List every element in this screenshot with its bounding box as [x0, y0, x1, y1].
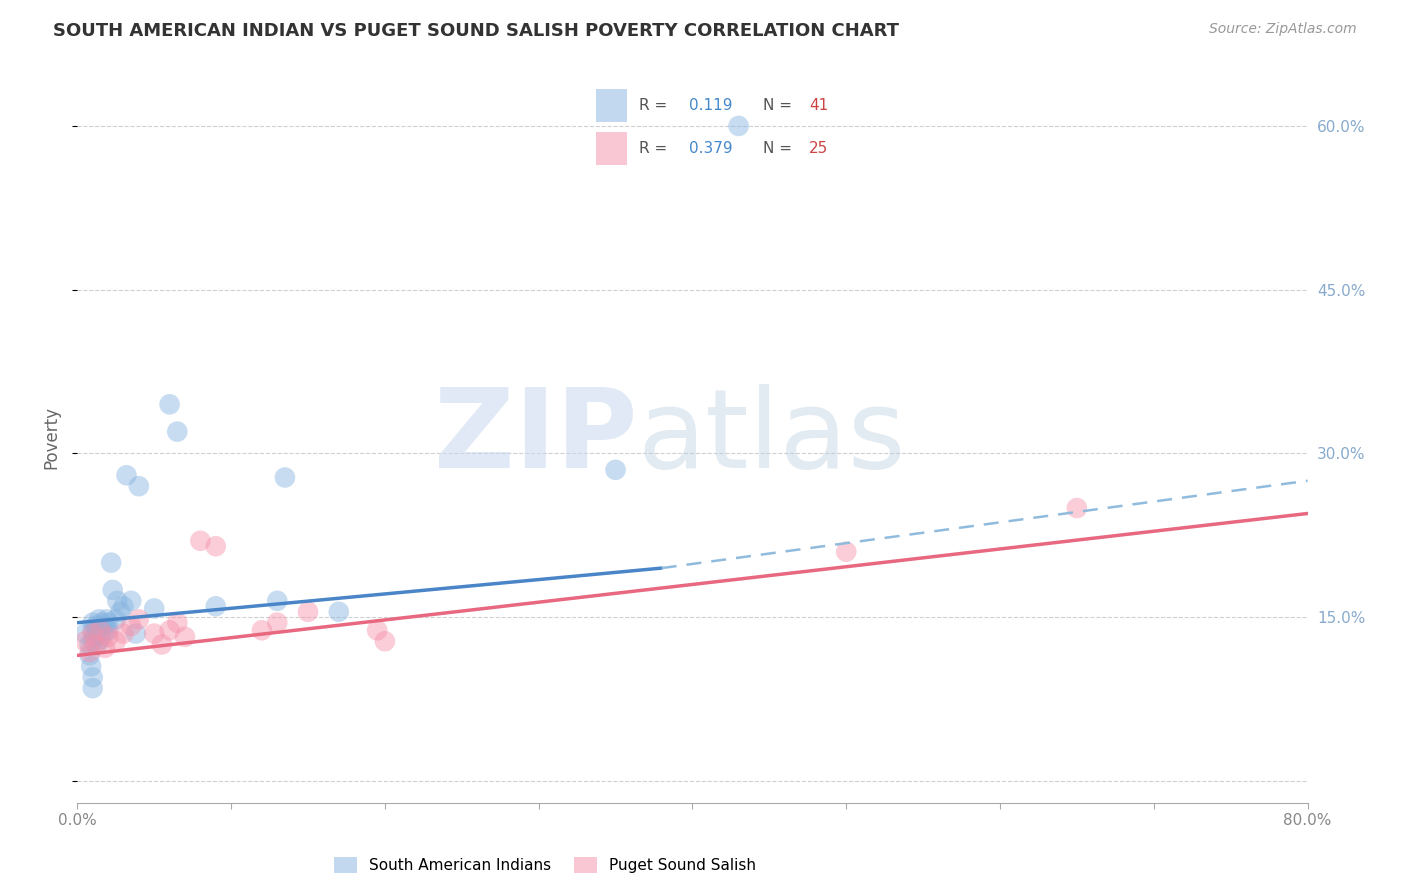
- Point: [89, 624, 111, 638]
- Point: [89, 619, 111, 633]
- Point: [274, 470, 297, 484]
- Point: [97, 624, 120, 638]
- Text: R =: R =: [640, 98, 672, 113]
- Point: [166, 615, 188, 630]
- Point: [84, 638, 107, 652]
- Point: [82, 615, 104, 630]
- Point: [112, 599, 135, 614]
- Point: [150, 638, 173, 652]
- Point: [84, 619, 107, 633]
- Point: [159, 624, 181, 638]
- Point: [128, 479, 150, 493]
- Point: [110, 605, 132, 619]
- Point: [96, 612, 118, 626]
- Text: Source: ZipAtlas.com: Source: ZipAtlas.com: [1209, 22, 1357, 37]
- Point: [112, 626, 135, 640]
- Point: [120, 619, 142, 633]
- Text: atlas: atlas: [637, 384, 905, 491]
- Point: [86, 624, 108, 638]
- Point: [104, 634, 127, 648]
- Text: 0.119: 0.119: [689, 98, 733, 113]
- Point: [100, 556, 122, 570]
- Point: [82, 626, 104, 640]
- Point: [1066, 501, 1088, 516]
- Point: [82, 624, 104, 638]
- Point: [94, 619, 117, 633]
- Point: [87, 612, 110, 626]
- Point: [79, 645, 101, 659]
- Point: [94, 640, 117, 655]
- Point: [328, 605, 350, 619]
- Point: [89, 632, 111, 646]
- Point: [82, 681, 104, 695]
- Point: [93, 626, 115, 640]
- Point: [166, 425, 188, 439]
- Point: [204, 539, 226, 553]
- Point: [159, 397, 181, 411]
- Point: [79, 648, 101, 663]
- Point: [97, 630, 120, 644]
- Point: [82, 634, 104, 648]
- Point: [250, 624, 273, 638]
- Point: [374, 634, 396, 648]
- Legend: South American Indians, Puget Sound Salish: South American Indians, Puget Sound Sali…: [328, 851, 762, 880]
- Text: R =: R =: [640, 141, 672, 156]
- Text: ZIP: ZIP: [433, 384, 637, 491]
- Point: [143, 626, 166, 640]
- Point: [128, 612, 150, 626]
- Point: [125, 626, 148, 640]
- Bar: [596, 132, 627, 165]
- Point: [105, 594, 128, 608]
- Y-axis label: Poverty: Poverty: [42, 406, 60, 468]
- Point: [97, 615, 120, 630]
- Point: [605, 463, 627, 477]
- Point: [101, 582, 124, 597]
- Text: 41: 41: [810, 98, 828, 113]
- Point: [143, 601, 166, 615]
- Text: 25: 25: [810, 141, 828, 156]
- Point: [73, 626, 96, 640]
- Point: [835, 545, 858, 559]
- Point: [82, 670, 104, 684]
- Point: [115, 468, 138, 483]
- Point: [80, 659, 103, 673]
- Point: [90, 615, 114, 630]
- Bar: [596, 89, 627, 122]
- Point: [188, 533, 212, 548]
- Point: [73, 634, 96, 648]
- Point: [104, 612, 127, 626]
- Point: [297, 605, 319, 619]
- Point: [366, 624, 388, 638]
- Point: [120, 594, 142, 608]
- Point: [84, 630, 107, 644]
- Point: [266, 594, 288, 608]
- Text: N =: N =: [763, 141, 797, 156]
- Point: [79, 638, 101, 652]
- Point: [727, 119, 749, 133]
- Point: [86, 638, 108, 652]
- Point: [266, 615, 288, 630]
- Text: 0.379: 0.379: [689, 141, 733, 156]
- Text: N =: N =: [763, 98, 797, 113]
- Text: SOUTH AMERICAN INDIAN VS PUGET SOUND SALISH POVERTY CORRELATION CHART: SOUTH AMERICAN INDIAN VS PUGET SOUND SAL…: [53, 22, 900, 40]
- Point: [174, 630, 197, 644]
- Point: [204, 599, 226, 614]
